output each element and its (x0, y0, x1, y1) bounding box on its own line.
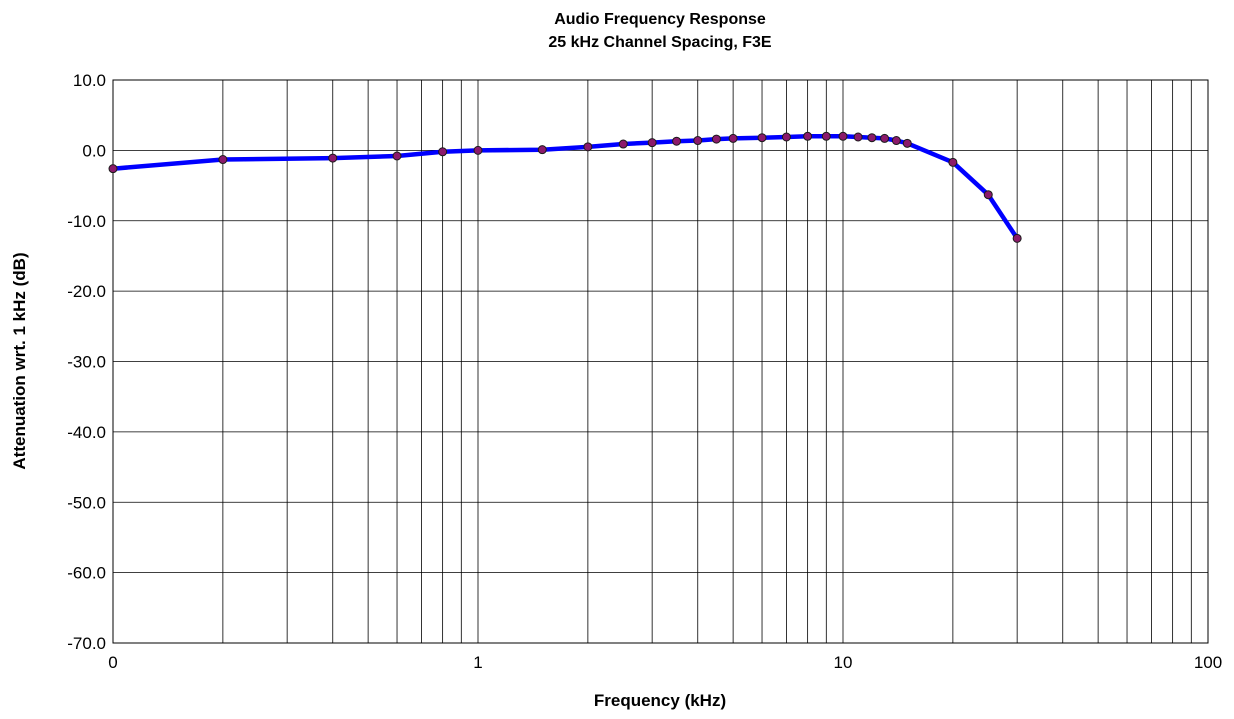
data-point (392, 151, 402, 161)
y-tick-label: -20.0 (67, 282, 106, 301)
data-point (838, 131, 848, 141)
data-point (853, 132, 863, 142)
data-point (1012, 233, 1022, 243)
x-tick-label: 0 (108, 653, 117, 672)
x-tick-label: 10 (834, 653, 853, 672)
x-tick-label: 1 (473, 653, 482, 672)
chart-subtitle: 25 kHz Channel Spacing, F3E (548, 34, 772, 51)
data-point (108, 164, 118, 174)
data-point (711, 134, 721, 144)
y-tick-label: -60.0 (67, 564, 106, 583)
data-point (647, 138, 657, 148)
data-point (438, 147, 448, 157)
data-point (672, 136, 682, 146)
series-group (108, 131, 1022, 243)
data-point (891, 136, 901, 146)
y-tick-label: -10.0 (67, 212, 106, 231)
data-point (693, 136, 703, 146)
data-point (537, 145, 547, 155)
data-point (473, 145, 483, 155)
data-point (781, 132, 791, 142)
y-axis: 10.0 0.0 -10.0 -20.0 -30.0 -40.0 -50.0 -60.0 -70… (67, 71, 106, 653)
y-tick-label: -40.0 (67, 423, 106, 442)
data-point (728, 133, 738, 143)
y-tick-label: -30.0 (67, 353, 106, 372)
x-axis: 0 1 10 100 (108, 653, 1222, 672)
y-tick-label: 0.0 (82, 141, 106, 160)
data-point (583, 142, 593, 152)
grid (113, 80, 1208, 643)
plot-area (112, 79, 1209, 644)
data-point (880, 133, 890, 143)
data-point (948, 157, 958, 167)
x-axis-title: Frequency (kHz) (594, 691, 726, 710)
chart-title: Audio Frequency Response (554, 11, 766, 28)
y-axis-title: Attenuation wrt. 1 kHz (dB) (10, 252, 29, 469)
data-point (618, 139, 628, 149)
y-tick-label: -70.0 (67, 634, 106, 653)
series-line (110, 134, 1020, 241)
data-point (757, 133, 767, 143)
y-tick-label: 10.0 (73, 71, 106, 90)
y-tick-label: -50.0 (67, 493, 106, 512)
x-tick-label: 100 (1194, 653, 1222, 672)
data-point (328, 153, 338, 163)
data-point (983, 190, 993, 200)
data-point (867, 133, 877, 143)
data-point (803, 131, 813, 141)
data-point (821, 131, 831, 141)
data-point (902, 138, 912, 148)
data-point (218, 155, 228, 165)
